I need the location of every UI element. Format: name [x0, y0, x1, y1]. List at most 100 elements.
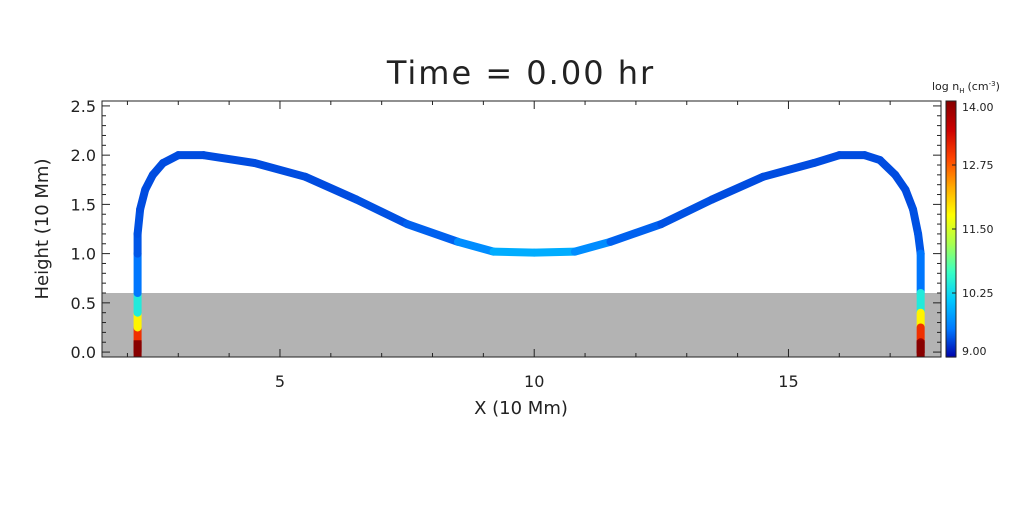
- colorbar-cell: [946, 247, 956, 250]
- colorbar-cell: [946, 139, 956, 142]
- colorbar-cell: [946, 113, 956, 116]
- colorbar-label-sub: H: [959, 87, 964, 95]
- colorbar-cell: [946, 267, 956, 270]
- colorbar-cell: [946, 269, 956, 272]
- colorbar-cell: [946, 305, 956, 308]
- colorbar-cell: [946, 325, 956, 328]
- colorbar-cell: [946, 295, 956, 298]
- colorbar-cell: [946, 111, 956, 114]
- colorbar-cell: [946, 319, 956, 322]
- colorbar-cell: [946, 297, 956, 300]
- colorbar-cell: [946, 197, 956, 200]
- colorbar-cell: [946, 127, 956, 130]
- colorbar-cell: [946, 299, 956, 302]
- colorbar-cell: [946, 343, 956, 346]
- colorbar-cell: [946, 135, 956, 138]
- colorbar-cell: [946, 285, 956, 288]
- colorbar-label-main: log n: [932, 80, 959, 93]
- colorbar-cell: [946, 275, 956, 278]
- colorbar-cell: [946, 225, 956, 228]
- colorbar-cell: [946, 293, 956, 296]
- colorbar-cell: [946, 119, 956, 122]
- colorbar-cell: [946, 329, 956, 332]
- colorbar-cell: [946, 259, 956, 262]
- colorbar-tick-label: 11.50: [962, 223, 994, 236]
- colorbar-cell: [946, 229, 956, 232]
- loop-segment: [530, 247, 579, 257]
- colorbar-cell: [946, 241, 956, 244]
- colorbar-cell: [946, 103, 956, 106]
- colorbar-cell: [946, 221, 956, 224]
- colorbar-cell: [946, 355, 956, 358]
- colorbar-cell: [946, 311, 956, 314]
- colorbar-cell: [946, 277, 956, 280]
- colorbar-cell: [946, 109, 956, 112]
- colorbar-cell: [946, 131, 956, 134]
- colorbar-tick-label: 10.25: [962, 287, 994, 300]
- loop-segment: [199, 151, 259, 168]
- colorbar-cell: [946, 217, 956, 220]
- chromosphere-band: [102, 293, 941, 357]
- colorbar-cell: [946, 309, 956, 312]
- colorbar-cell: [946, 117, 956, 120]
- colorbar-cell: [946, 187, 956, 190]
- loop-segment: [489, 247, 539, 257]
- colorbar-cell: [946, 211, 956, 214]
- colorbar-cell: [946, 141, 956, 144]
- colorbar-cell: [946, 231, 956, 234]
- colorbar-cell: [946, 283, 956, 286]
- colorbar-cell: [946, 157, 956, 160]
- x-axis-label: X (10 Mm): [474, 398, 568, 419]
- colorbar-cell: [946, 347, 956, 350]
- colorbar-cell: [946, 133, 956, 136]
- colorbar-cell: [946, 235, 956, 238]
- colorbar-cell: [946, 227, 956, 230]
- loop-segment: [909, 205, 923, 238]
- loop-segment: [453, 237, 498, 256]
- colorbar-cell: [946, 273, 956, 276]
- colorbar-cell: [946, 279, 956, 282]
- loop-segment: [759, 159, 818, 181]
- colorbar-cell: [946, 341, 956, 344]
- colorbar-cell: [946, 125, 956, 128]
- colorbar-cell: [946, 115, 956, 118]
- colorbar-cell: [946, 179, 956, 182]
- colorbar-cell: [946, 101, 956, 104]
- colorbar-cell: [946, 155, 956, 158]
- colorbar-cell: [946, 333, 956, 336]
- loop-segment: [809, 151, 844, 168]
- colorbar-cell: [946, 183, 956, 186]
- y-tick-label: 0.0: [71, 343, 96, 362]
- colorbar-tick-label: 9.00: [962, 345, 987, 358]
- colorbar-cell: [946, 271, 956, 274]
- y-tick-label: 2.0: [71, 146, 96, 165]
- colorbar-cell: [946, 161, 956, 164]
- colorbar-cell: [946, 313, 956, 316]
- colorbar-cell: [946, 199, 956, 202]
- colorbar-cell: [946, 107, 956, 110]
- colorbar-cell: [946, 327, 956, 330]
- colorbar-cell: [946, 165, 956, 168]
- colorbar-cell: [946, 203, 956, 206]
- colorbar-cell: [946, 175, 956, 178]
- colorbar-cell: [946, 105, 956, 108]
- colorbar-cell: [946, 287, 956, 290]
- colorbar-label-unit-close: ): [996, 80, 1000, 93]
- colorbar-cell: [946, 167, 956, 170]
- colorbar-label: log nH (cm-3): [932, 80, 1000, 95]
- loop-segment: [250, 159, 310, 181]
- colorbar-cell: [946, 147, 956, 150]
- colorbar-cell: [946, 261, 956, 264]
- colorbar-cell: [946, 173, 956, 176]
- colorbar-cell: [946, 137, 956, 140]
- colorbar-tick-label: 12.75: [962, 159, 994, 172]
- colorbar-cell: [946, 317, 956, 320]
- colorbar-cell: [946, 163, 956, 166]
- colorbar-cell: [946, 289, 956, 292]
- loop-segment: [570, 237, 615, 256]
- loop-segment: [606, 220, 666, 246]
- colorbar-cell: [946, 181, 956, 184]
- colorbar-cell: [946, 331, 956, 334]
- y-tick-label: 0.5: [71, 294, 96, 313]
- colorbar-cell: [946, 303, 956, 306]
